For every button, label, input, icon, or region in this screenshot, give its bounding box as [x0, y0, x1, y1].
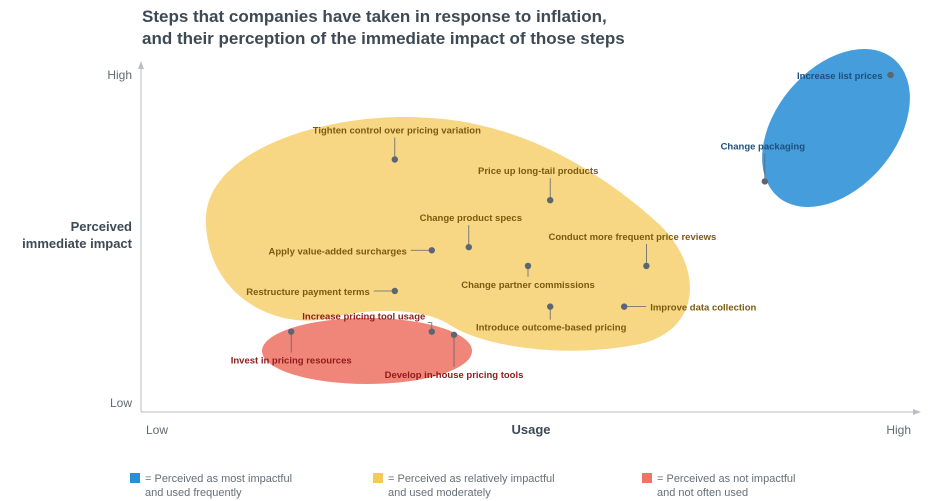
- x-tick-low: Low: [146, 423, 168, 437]
- red-cluster-region: [262, 318, 472, 384]
- y-axis-label-line1: Perceived: [71, 219, 132, 234]
- data-point: [391, 287, 398, 295]
- data-point: [450, 331, 458, 338]
- data-point-group: Invest in pricing resources: [231, 328, 352, 367]
- data-point-label: Change product specs: [420, 213, 522, 224]
- data-point-label: Apply value-added surcharges: [268, 246, 406, 257]
- data-point-label: Change packaging: [721, 141, 806, 152]
- data-point-label: Change partner commissions: [461, 280, 595, 291]
- scatter-chart: High Low Low High Perceived immediate im…: [22, 49, 921, 437]
- data-point-group: Price up long-tail products: [478, 166, 598, 204]
- legend-swatch-blue: [130, 473, 140, 483]
- x-axis-label: Usage: [511, 422, 550, 437]
- data-point-group: Introduce outcome-based pricing: [476, 303, 627, 334]
- data-point: [288, 328, 295, 335]
- y-axis-label-line2: immediate impact: [22, 236, 132, 251]
- data-point-label: Improve data collection: [650, 303, 756, 314]
- data-point-label: Increase pricing tool usage: [302, 312, 425, 323]
- data-point-group: Apply value-added surcharges: [268, 246, 435, 257]
- data-point-label: Price up long-tail products: [478, 166, 598, 177]
- data-point-group: Increase list prices: [797, 71, 894, 82]
- data-point: [465, 243, 472, 251]
- legend-swatch-yellow: [373, 473, 383, 483]
- legend-text-line2: and used frequently: [145, 487, 242, 499]
- data-point-group: Tighten control over pricing variation: [313, 126, 481, 163]
- yellow-cluster-region: [205, 116, 690, 351]
- blue-cluster-region: [762, 49, 910, 207]
- data-point: [643, 262, 650, 270]
- data-point: [391, 156, 398, 163]
- data-point: [428, 247, 435, 254]
- chart-title-line1: Steps that companies have taken in respo…: [142, 7, 607, 26]
- data-point-group: Increase pricing tool usage: [302, 312, 435, 335]
- data-point-label: Invest in pricing resources: [231, 356, 352, 367]
- legend-text-line1: = Perceived as relatively impactful: [388, 473, 555, 485]
- chart-subtitle: and their perception of the immediate im…: [142, 29, 625, 48]
- data-point-label: Increase list prices: [797, 71, 883, 82]
- data-point: [547, 197, 554, 204]
- data-point-group: Improve data collection: [621, 303, 757, 314]
- chart-title: Steps that companies have taken in respo…: [142, 6, 625, 50]
- data-point: [761, 178, 768, 185]
- data-point-label: Introduce outcome-based pricing: [476, 323, 627, 334]
- data-point-label: Tighten control over pricing variation: [313, 126, 481, 137]
- data-point-group: Change product specs: [420, 213, 522, 251]
- legend-swatch-red: [642, 473, 652, 483]
- legend-text-line1: = Perceived as not impactful: [657, 473, 796, 485]
- data-point-group: Conduct more frequent price reviews: [548, 232, 716, 270]
- data-point-label: Restructure payment terms: [246, 287, 370, 298]
- legend-text-line2: and used moderately: [388, 487, 491, 499]
- axes: [138, 61, 921, 415]
- data-point-group: Restructure payment terms: [246, 287, 398, 298]
- data-point-group: Change partner commissions: [461, 262, 595, 291]
- data-point-group: Develop in-house pricing tools: [385, 331, 524, 381]
- x-tick-high: High: [886, 423, 911, 437]
- points-layer: Increase list prices Change packaging Tigh…: [231, 71, 894, 381]
- data-point-group: Change packaging: [721, 141, 806, 185]
- x-axis-arrow: [913, 409, 921, 415]
- y-tick-high: High: [107, 68, 132, 82]
- y-tick-low: Low: [110, 396, 132, 410]
- data-point: [887, 71, 894, 79]
- y-axis-arrow: [138, 61, 144, 69]
- data-point-label: Develop in-house pricing tools: [385, 370, 524, 381]
- data-point-label: Conduct more frequent price reviews: [548, 232, 716, 243]
- data-point: [428, 328, 435, 335]
- data-point: [621, 303, 628, 310]
- legend-text-line1: = Perceived as most impactful: [145, 473, 293, 485]
- data-point: [524, 262, 532, 270]
- legend-text-line2: and not often used: [657, 487, 749, 499]
- data-point: [547, 303, 554, 310]
